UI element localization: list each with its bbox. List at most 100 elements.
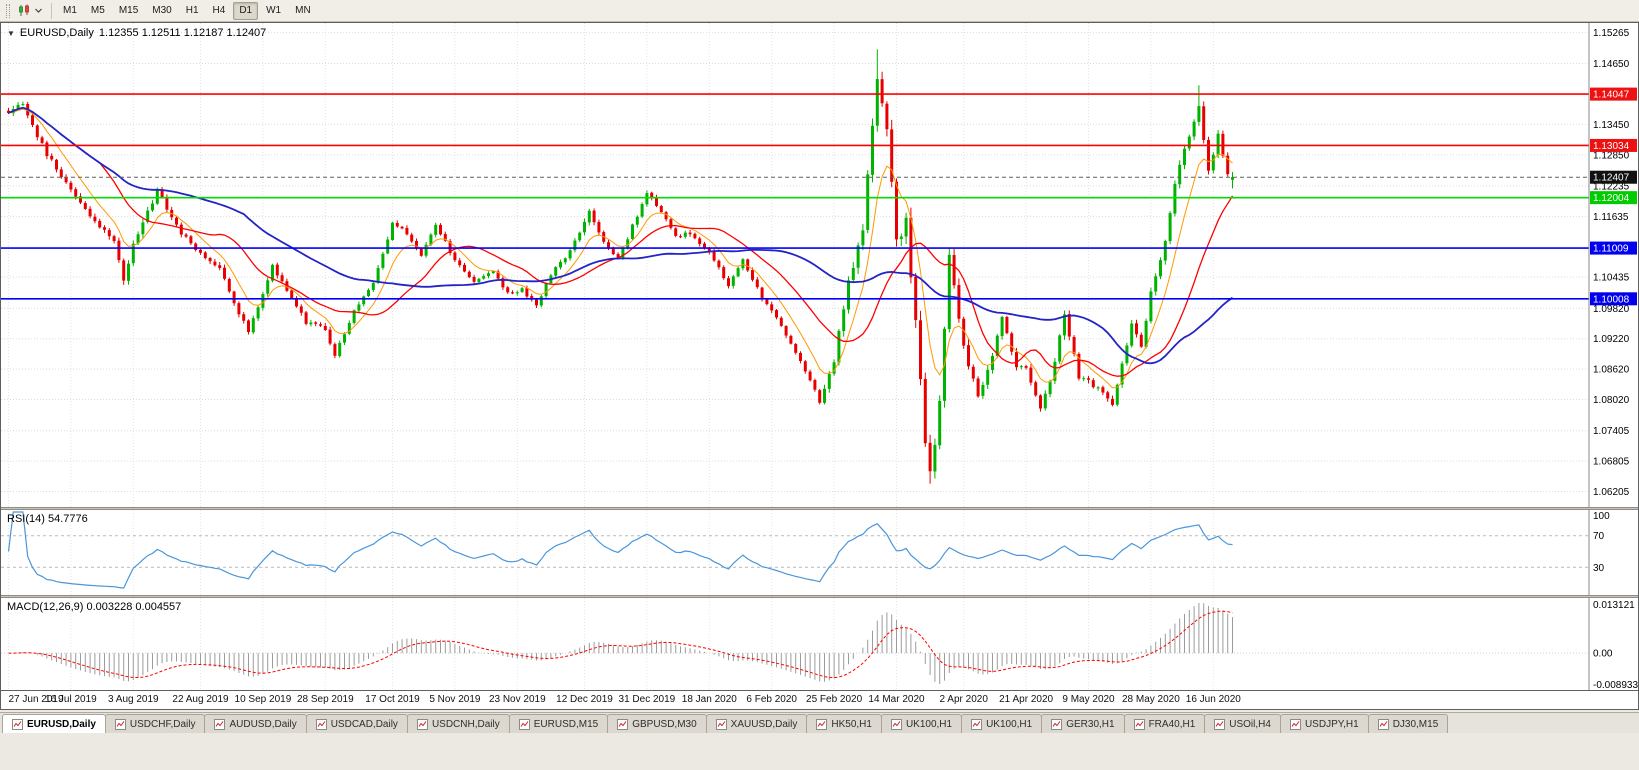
svg-text:1.13034: 1.13034 <box>1593 141 1630 152</box>
timeframe-button-mn[interactable]: MN <box>295 5 311 16</box>
chart-tab-usdcad-daily[interactable]: USDCAD,Daily <box>305 714 408 733</box>
svg-text:70: 70 <box>1593 531 1605 542</box>
price-chart-canvas[interactable]: 1.15265 1.14650 1.13450 1.12850 1.12235 1.116… <box>1 23 1638 507</box>
date-axis-label: 5 Nov 2019 <box>429 694 481 705</box>
chart-tab-gbpusd-m30[interactable]: GBPUSD,M30 <box>607 714 707 733</box>
chart-tab-label: FRA40,H1 <box>1148 718 1196 730</box>
date-axis-label: 18 Jan 2020 <box>681 694 737 705</box>
timeframe-button-m1[interactable]: M1 <box>63 5 77 16</box>
rsi-panel: 100 70 30 RSI(14) 54.7776 <box>1 510 1638 595</box>
chart-tab-icon <box>1051 718 1063 730</box>
chart-tab-label: GBPUSD,M30 <box>632 718 697 730</box>
chart-tab-uk100-h1[interactable]: UK100,H1 <box>961 714 1043 733</box>
svg-text:1.11009: 1.11009 <box>1593 244 1629 255</box>
chart-tab-usoil-h4[interactable]: USOil,H4 <box>1204 714 1281 733</box>
chart-tab-fra40-h1[interactable]: FRA40,H1 <box>1123 714 1206 733</box>
chart-tab-icon <box>12 718 23 730</box>
svg-text:1.14047: 1.14047 <box>1593 90 1630 101</box>
chart-tab-xauusd-daily[interactable]: XAUUSD,Daily <box>705 714 808 733</box>
timeframe-button-h1[interactable]: H1 <box>185 5 199 16</box>
chart-window: 1.15265 1.14650 1.13450 1.12850 1.12235 1.116… <box>0 22 1639 710</box>
macd-chart-canvas[interactable]: 0.013121 0.00 -0.008933 <box>1 598 1638 690</box>
chart-tab-icon <box>214 718 226 730</box>
timeframe-button-d1[interactable]: D1 <box>233 1 259 20</box>
svg-text:1.06805: 1.06805 <box>1593 457 1630 468</box>
timeframe-button-h4[interactable]: H4 <box>212 5 226 16</box>
chart-tab-icon <box>416 718 428 730</box>
svg-text:1.07405: 1.07405 <box>1593 426 1630 437</box>
chart-tab-label: USDJPY,H1 <box>1304 718 1359 730</box>
candlestick-chart-icon <box>19 4 29 16</box>
svg-text:100: 100 <box>1593 511 1610 522</box>
chart-tab-eurusd-m15[interactable]: EURUSD,M15 <box>508 714 609 733</box>
toolbar-separator <box>51 2 52 19</box>
panel-divider[interactable] <box>1 507 1638 510</box>
date-axis-label: 2 Apr 2020 <box>939 694 988 705</box>
chart-tab-icon <box>315 718 327 730</box>
chart-tab-icon <box>890 718 902 730</box>
chart-tab-hk50-h1[interactable]: HK50,H1 <box>806 714 882 733</box>
chart-tab-label: EURUSD,M15 <box>533 718 599 730</box>
chart-tab-usdjpy-h1[interactable]: USDJPY,H1 <box>1279 714 1369 733</box>
chart-tab-label: GER30,H1 <box>1066 718 1115 730</box>
svg-text:30: 30 <box>1593 563 1605 574</box>
chart-tab-usdcnh-daily[interactable]: USDCNH,Daily <box>406 714 510 733</box>
chart-tab-label: DJ30,M15 <box>1392 718 1439 730</box>
chart-tab-icon <box>1289 718 1301 730</box>
date-axis[interactable]: 27 Jun 2019 16 Jul 2019 3 Aug 2019 22 Aug 2… <box>1 690 1638 709</box>
svg-text:1.11635: 1.11635 <box>1593 212 1629 223</box>
chart-tab-dj30-m15[interactable]: DJ30,M15 <box>1367 714 1449 733</box>
chart-tab-label: EURUSD,Daily <box>27 718 96 730</box>
chart-period-dropdown-button[interactable] <box>13 2 47 19</box>
timeframe-button-w1[interactable]: W1 <box>266 5 282 16</box>
chart-tab-label: AUDUSD,Daily <box>229 718 297 730</box>
svg-text:1.13450: 1.13450 <box>1593 120 1630 131</box>
date-axis-label: 12 Dec 2019 <box>556 694 613 705</box>
date-axis-label: 27 Jun 2019 <box>8 694 64 705</box>
date-axis-label: 25 Feb 2020 <box>806 694 863 705</box>
chevron-down-icon <box>35 8 42 13</box>
timeframe-toolbar: M1 M5 M15 M30 H1 H4 D1 W1 MN <box>0 0 1639 22</box>
svg-text:1.06205: 1.06205 <box>1593 487 1630 498</box>
chart-tab-icon <box>114 718 126 730</box>
chart-tab-label: UK100,H1 <box>986 718 1033 730</box>
chart-tab-icon <box>1133 718 1145 730</box>
date-axis-label: 22 Aug 2019 <box>172 694 229 705</box>
chart-tab-uk100-h1[interactable]: UK100,H1 <box>880 714 963 733</box>
timeframe-button-m5[interactable]: M5 <box>90 5 105 16</box>
svg-text:1.08020: 1.08020 <box>1593 395 1630 406</box>
svg-text:1.12850: 1.12850 <box>1593 150 1630 161</box>
svg-text:1.15265: 1.15265 <box>1593 28 1630 39</box>
chart-tab-eurusd-daily[interactable]: EURUSD,Daily <box>2 714 106 733</box>
chart-tab-label: USDCNH,Daily <box>431 718 500 730</box>
chart-tab-label: HK50,H1 <box>831 718 872 730</box>
timeframe-button-m30[interactable]: M30 <box>152 5 172 16</box>
toolbar-drag-handle[interactable] <box>6 3 10 18</box>
chart-tab-label: USDCHF,Daily <box>129 718 196 730</box>
chart-tab-icon <box>518 718 530 730</box>
date-axis-label: 21 Apr 2020 <box>999 694 1054 705</box>
date-axis-label: 9 May 2020 <box>1062 694 1115 705</box>
svg-text:1.08620: 1.08620 <box>1593 365 1630 376</box>
chart-tab-icon <box>715 718 727 730</box>
rsi-chart-canvas[interactable]: 100 70 30 <box>1 510 1638 595</box>
date-axis-label: 3 Aug 2019 <box>107 694 159 705</box>
chart-tab-icon <box>1214 718 1226 730</box>
chart-tab-audusd-daily[interactable]: AUDUSD,Daily <box>204 714 307 733</box>
date-axis-label: 17 Oct 2019 <box>365 694 420 705</box>
price-panel: 1.15265 1.14650 1.13450 1.12850 1.12235 1.116… <box>1 23 1638 507</box>
macd-panel: 0.013121 0.00 -0.008933 MACD(12,26,9) 0.00… <box>1 598 1638 690</box>
chart-tab-usdchf-daily[interactable]: USDCHF,Daily <box>104 714 206 733</box>
timeframe-button-m15[interactable]: M15 <box>118 5 139 16</box>
date-axis-label: 14 Mar 2020 <box>868 694 925 705</box>
svg-text:1.12004: 1.12004 <box>1593 193 1630 204</box>
svg-text:1.10435: 1.10435 <box>1593 273 1630 284</box>
chart-tabs-bar: EURUSD,Daily USDCHF,Daily AUDUSD,Daily USDC… <box>0 712 1639 733</box>
panel-divider[interactable] <box>1 595 1638 598</box>
svg-text:0.00: 0.00 <box>1593 649 1613 660</box>
date-axis-label: 28 Sep 2019 <box>296 694 354 705</box>
date-axis-label: 10 Sep 2019 <box>234 694 292 705</box>
timeframe-buttons: M1 M5 M15 M30 H1 H4 D1 W1 MN <box>56 1 318 20</box>
chart-tab-ger30-h1[interactable]: GER30,H1 <box>1041 714 1125 733</box>
svg-text:1.09220: 1.09220 <box>1593 334 1630 345</box>
